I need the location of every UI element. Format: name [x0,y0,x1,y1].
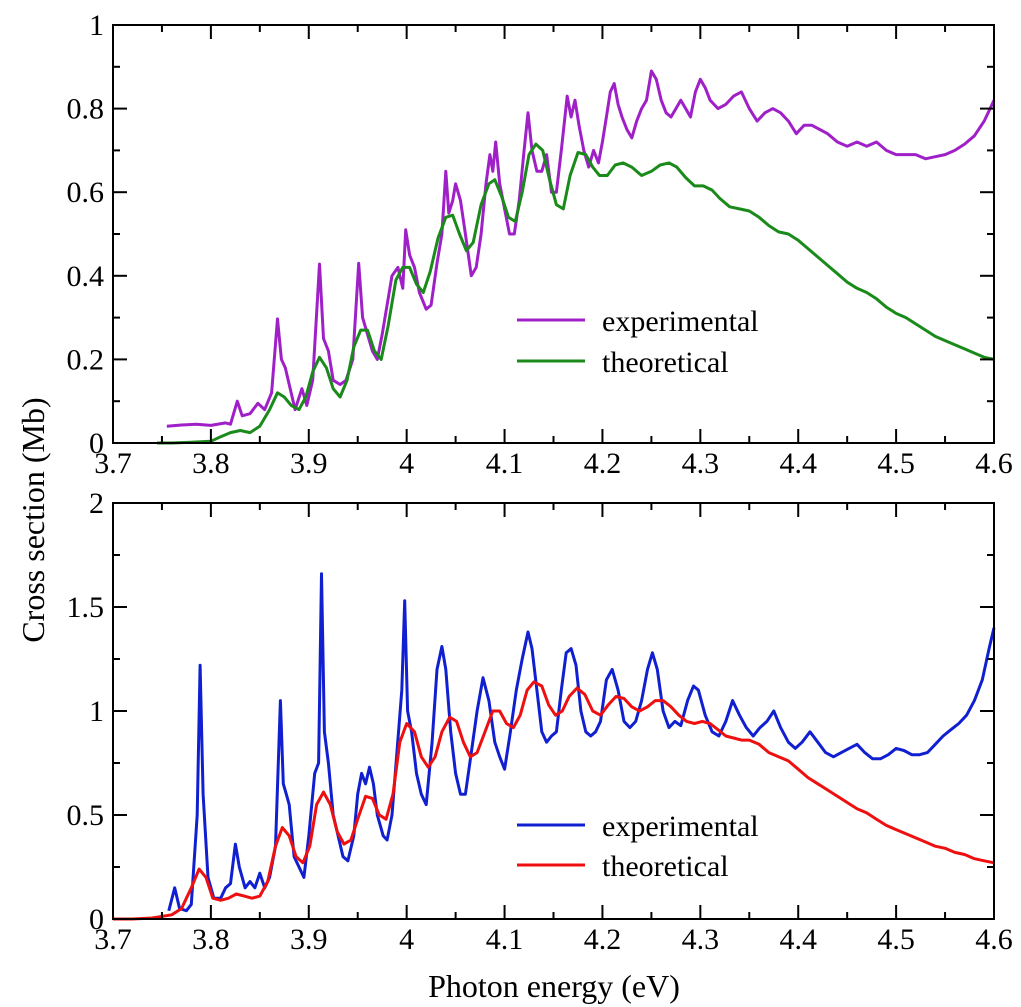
bottom-x-tick-label: 4.6 [975,923,1013,956]
top-x-tick-label: 4.4 [779,447,817,480]
top-y-tick-label: 0.8 [67,93,105,126]
bottom-y-tick-label: 0 [89,903,104,936]
top-tick-labels: 3.7 3.8 3.9 4 4.1 4.2 4.3 4.4 4.5 4.6 0 0.2 0.4 0.6 0.… [67,9,1013,480]
bottom-chart: 3.7 3.8 3.9 4 4.1 4.2 4.3 4.4 4.5 4.6 0 0.5 1 1.5 2 ex… [67,487,1013,956]
top-y-tick-label: 0.2 [67,343,105,376]
top-x-tick-label: 4.1 [486,447,524,480]
bottom-y-tick-label: 2 [89,487,104,520]
top-legend-label-experimental: experimental [602,305,759,338]
top-y-tick-label: 0 [89,427,104,460]
bottom-legend-label-theoretical: theoretical [602,850,729,883]
top-x-tick-label: 4 [399,447,414,480]
top-x-tick-label: 3.8 [192,447,230,480]
bottom-x-tick-label: 4.4 [779,923,817,956]
bottom-y-tick-label: 1.5 [67,591,105,624]
top-legend-label-theoretical: theoretical [602,346,729,379]
bottom-x-tick-label: 4.2 [584,923,622,956]
top-plot-frame [112,24,995,444]
bottom-x-tick-label: 4.5 [877,923,915,956]
bottom-legend: experimental theoretical [517,810,759,883]
bottom-series-theoretical-line [113,680,995,921]
top-series-theoretical-line [157,142,995,445]
top-y-tick-label: 0.4 [67,260,105,293]
bottom-plot-area [113,572,996,921]
y-axis-label: Cross section (Mb) [15,397,51,642]
bottom-y-tick-label: 1 [89,695,104,728]
top-y-tick-label: 0.6 [67,176,105,209]
top-ticks [112,24,995,444]
top-x-tick-label: 4.3 [682,447,720,480]
top-series-experimental-line [166,69,996,428]
bottom-tick-labels: 3.7 3.8 3.9 4 4.1 4.2 4.3 4.4 4.5 4.6 0 0.5 1 1.5 2 [67,487,1013,956]
top-x-tick-label: 3.7 [94,447,132,480]
bottom-x-tick-label: 4.3 [682,923,720,956]
bottom-series-experimental-line [167,572,996,913]
top-legend: experimental theoretical [517,305,759,379]
top-x-tick-label: 4.5 [877,447,915,480]
top-y-tick-label: 1 [89,9,104,42]
bottom-x-tick-label: 4 [399,923,414,956]
bottom-x-tick-label: 4.1 [486,923,524,956]
top-chart: 3.7 3.8 3.9 4 4.1 4.2 4.3 4.4 4.5 4.6 0 0.2 0.4 0.6 0.… [67,9,1013,480]
bottom-y-tick-label: 0.5 [67,799,105,832]
bottom-legend-label-experimental: experimental [602,810,759,843]
bottom-x-tick-label: 3.9 [290,923,328,956]
x-axis-label: Photon energy (eV) [428,968,680,1004]
bottom-ticks [112,502,995,920]
bottom-x-tick-label: 3.8 [192,923,230,956]
bottom-x-tick-label: 3.7 [94,923,132,956]
top-x-tick-label: 4.6 [975,447,1013,480]
top-x-tick-label: 4.2 [584,447,622,480]
top-plot-area [157,69,996,445]
top-x-tick-label: 3.9 [290,447,328,480]
